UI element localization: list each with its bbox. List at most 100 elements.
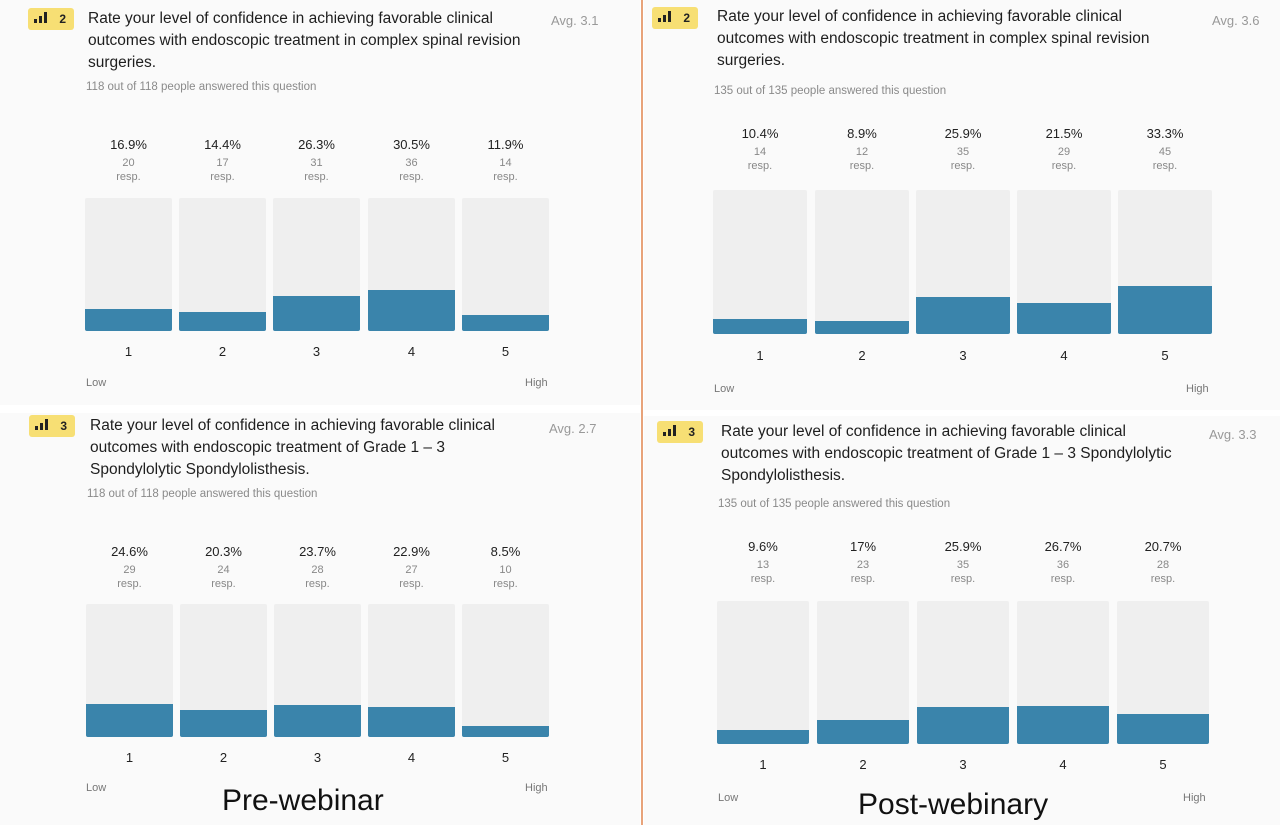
category-label: 4	[1059, 757, 1067, 772]
bar-track	[917, 601, 1009, 744]
bar	[917, 707, 1009, 744]
bar	[1017, 303, 1111, 334]
bar-chart-icon	[658, 9, 672, 27]
response-count: 29	[123, 564, 136, 576]
question-number: 3	[60, 419, 67, 433]
bar	[85, 309, 172, 331]
percent-label: 20.7%	[1144, 539, 1182, 554]
panel-divider	[641, 0, 643, 825]
response-count: 13	[756, 559, 770, 571]
question-title: Rate your level of confidence in achievi…	[88, 10, 521, 71]
response-count: 35	[956, 146, 970, 158]
response-count: 24	[217, 564, 230, 576]
category-label: 2	[218, 344, 227, 359]
bar-label-group: 17% 23 resp.	[817, 539, 909, 586]
category-label: 2	[219, 750, 228, 765]
post-webinar-caption: Post-webinary	[858, 788, 1049, 821]
bar-track	[368, 604, 455, 737]
low-label: Low	[86, 782, 107, 794]
question-number: 3	[688, 425, 695, 439]
percent-label: 30.5%	[393, 137, 430, 152]
category-label: 5	[501, 750, 510, 765]
question-badge: 2	[652, 7, 698, 29]
category-label: 3	[959, 348, 967, 363]
response-unit: resp.	[1051, 160, 1077, 172]
category-label: 4	[407, 750, 416, 765]
percent-label: 21.5%	[1045, 126, 1083, 141]
bar-track	[180, 604, 267, 737]
percent-label: 10.4%	[741, 126, 779, 141]
category-label: 1	[125, 750, 134, 765]
bar-track	[1117, 601, 1209, 744]
average-score: Avg. 3.3	[1209, 427, 1257, 442]
percent-label: 26.3%	[298, 137, 335, 152]
average-score: Avg. 3.1	[551, 13, 599, 28]
answered-count: 135 out of 135 people answered this ques…	[718, 498, 951, 510]
low-label: Low	[86, 377, 107, 389]
percent-label: 25.9%	[944, 126, 982, 141]
bar-label-group: 26.7% 36 resp.	[1017, 539, 1109, 586]
response-count: 35	[956, 559, 970, 571]
bar	[713, 319, 807, 334]
bar-chart-icon	[34, 10, 48, 28]
response-unit: resp.	[304, 171, 329, 183]
bar-track	[274, 604, 361, 737]
category-label: 5	[501, 344, 510, 359]
response-unit: resp.	[950, 573, 976, 585]
percent-label: 22.9%	[393, 544, 430, 559]
response-unit: resp.	[116, 171, 141, 183]
bar	[368, 290, 455, 331]
response-unit: resp.	[399, 171, 424, 183]
bar	[462, 315, 549, 331]
bar-label-group: 16.9% 20 resp.	[85, 137, 172, 184]
response-count: 27	[405, 564, 418, 576]
percent-label: 25.9%	[944, 539, 982, 554]
answered-count: 118 out of 118 people answered this ques…	[87, 488, 318, 500]
bar-label-group: 14.4% 17 resp.	[179, 137, 266, 184]
bar-label-group: 21.5% 29 resp.	[1017, 126, 1111, 173]
percent-label: 24.6%	[111, 544, 148, 559]
response-count: 36	[405, 157, 418, 169]
response-count: 23	[856, 559, 870, 571]
bar-label-group: 25.9% 35 resp.	[917, 539, 1009, 586]
bar-label-group: 23.7% 28 resp.	[274, 544, 361, 591]
question-title: Rate your level of confidence in achievi…	[717, 8, 1150, 69]
percent-label: 8.9%	[847, 126, 877, 141]
category-label: 3	[312, 344, 321, 359]
bar-label-group: 24.6% 29 resp.	[86, 544, 173, 591]
bar-track	[1017, 190, 1111, 334]
category-label: 1	[759, 757, 767, 772]
bar-track	[368, 198, 455, 331]
percent-label: 14.4%	[204, 137, 241, 152]
bar	[462, 726, 549, 737]
category-label: 4	[1060, 348, 1068, 363]
bar	[273, 296, 360, 331]
bar-chart-icon	[663, 423, 677, 441]
bar-track	[179, 198, 266, 331]
response-unit: resp.	[305, 578, 330, 590]
low-label: Low	[714, 383, 735, 395]
bar	[274, 705, 361, 737]
response-count: 28	[311, 564, 324, 576]
bar-track	[817, 601, 909, 744]
category-label: 3	[313, 750, 322, 765]
percent-label: 26.7%	[1044, 539, 1082, 554]
response-unit: resp.	[493, 578, 518, 590]
bar	[815, 321, 909, 334]
bar-track	[1118, 190, 1212, 334]
response-count: 14	[499, 157, 512, 169]
question-number: 2	[59, 12, 66, 26]
response-unit: resp.	[211, 578, 236, 590]
category-label: 5	[1159, 757, 1167, 772]
response-count: 29	[1057, 146, 1071, 158]
bar-chart-icon	[35, 417, 49, 435]
response-unit: resp.	[950, 160, 976, 172]
bar	[1118, 286, 1212, 334]
response-unit: resp.	[399, 578, 424, 590]
bar	[1017, 706, 1109, 744]
response-count: 10	[499, 564, 512, 576]
bar-track	[462, 198, 549, 331]
low-label: Low	[718, 792, 739, 804]
category-label: 3	[959, 757, 967, 772]
bar-track	[713, 190, 807, 334]
